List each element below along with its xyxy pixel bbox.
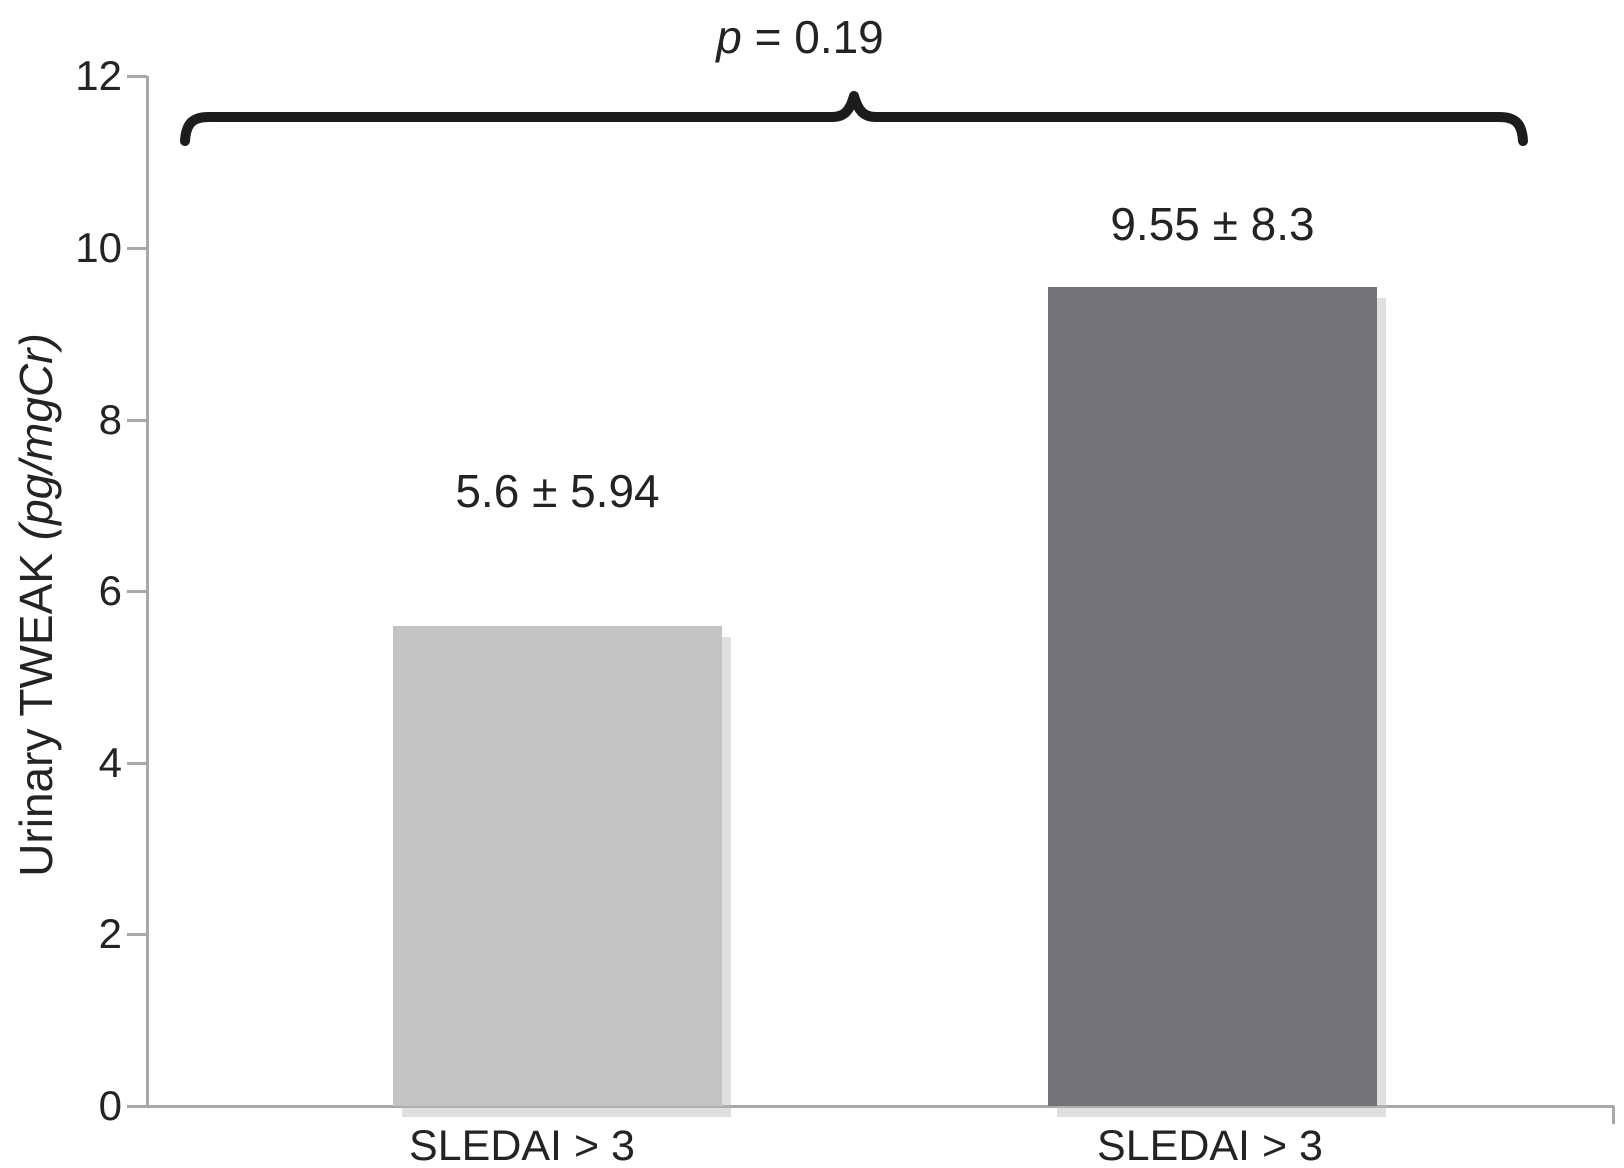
y-tick-label: 6 [98,567,122,615]
x-category-label-1: SLEDAI > 3 [409,1122,635,1168]
bar-value-label-2: 9.55 ± 8.3 [1110,197,1315,250]
x-axis-right-end-tick [1612,1106,1615,1124]
y-tick-label: 12 [75,52,122,100]
p-value-text: = 0.19 [741,11,884,63]
y-tick-mark [127,418,147,422]
y-tick-mark [127,761,147,765]
p-value-symbol: p [716,11,742,63]
brace-path [180,91,1528,146]
y-tick-label: 10 [75,224,122,271]
bar-2 [1048,286,1377,1106]
y-tick-mark [127,1105,147,1108]
y-tick-mark [127,590,147,594]
x-category-label-2: SLEDAI > 3 [1097,1122,1323,1168]
p-value-annotation: p = 0.19 [540,12,1060,62]
y-tick-mark [127,933,147,937]
y-tick-label: 8 [98,395,122,443]
y-tick-label: 2 [98,910,122,958]
bar-value-label-1: 5.6 ± 5.94 [455,464,660,517]
y-tick-label: 4 [98,738,122,786]
y-tick-label: 0 [98,1082,122,1129]
y-tick-mark [127,247,147,250]
y-axis-line [146,76,149,1106]
bar-1 [393,625,722,1106]
y-tick-mark [127,75,147,79]
x-axis-line [146,1105,1614,1108]
